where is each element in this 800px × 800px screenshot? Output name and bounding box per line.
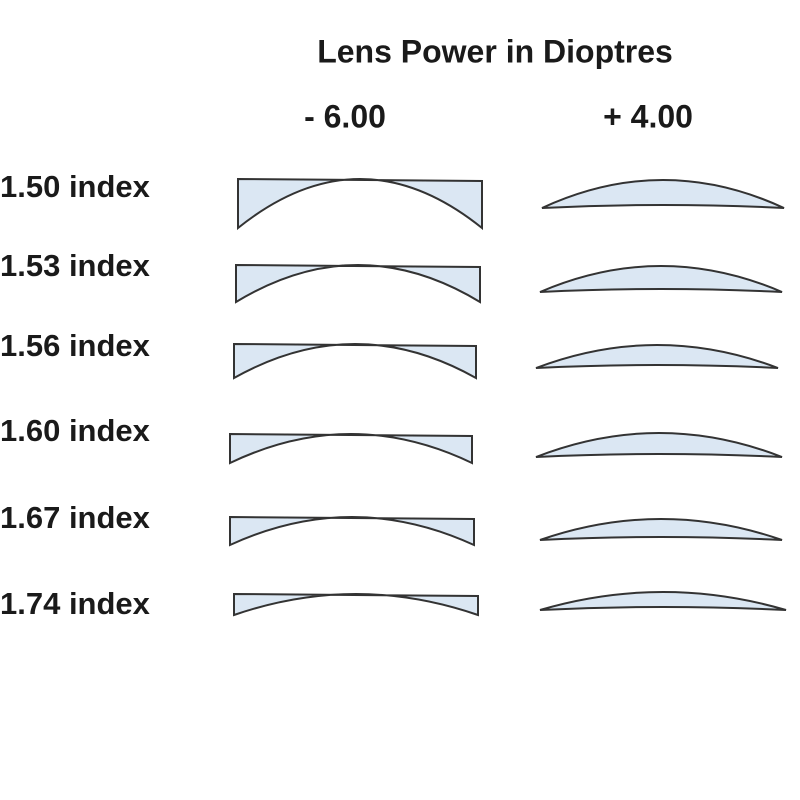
convex-lens xyxy=(535,344,779,369)
convex-lens xyxy=(539,591,787,611)
row-label: 1.67 index xyxy=(0,500,151,535)
convex-lens xyxy=(535,432,783,458)
convex-lens xyxy=(539,518,783,541)
row-label: 1.50 index xyxy=(0,169,151,204)
convex-lens xyxy=(539,265,783,293)
row-label: 1.56 index xyxy=(0,328,151,363)
convex-lens xyxy=(541,179,785,209)
row-label: 1.60 index xyxy=(0,413,151,448)
concave-lens xyxy=(235,263,481,304)
rows: 1.50 index 1.53 index 1.56 index 1.60 index… xyxy=(0,169,787,621)
row-label: 1.74 index xyxy=(0,586,151,621)
column-header: + 4.00 xyxy=(603,98,693,134)
concave-lens xyxy=(229,515,475,547)
concave-lens xyxy=(237,177,483,231)
concave-lens xyxy=(233,342,477,380)
column-header: - 6.00 xyxy=(304,98,386,134)
concave-lens xyxy=(229,432,473,465)
row-label: 1.53 index xyxy=(0,248,151,283)
title: Lens Power in Dioptres xyxy=(317,33,673,69)
concave-lens xyxy=(233,592,479,617)
